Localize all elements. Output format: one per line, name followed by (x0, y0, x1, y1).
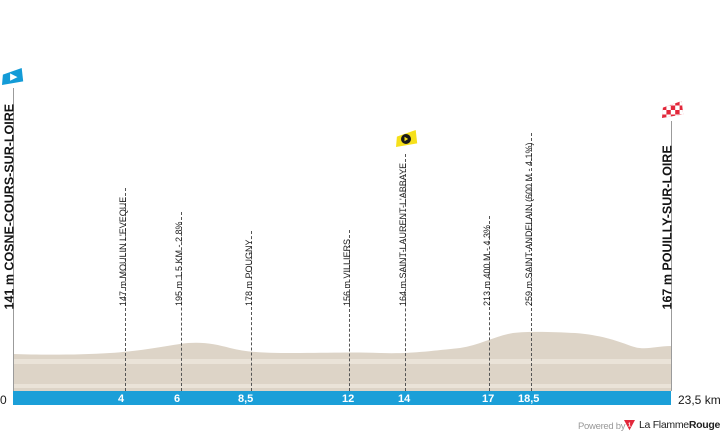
svg-text:1: 1 (628, 422, 631, 428)
